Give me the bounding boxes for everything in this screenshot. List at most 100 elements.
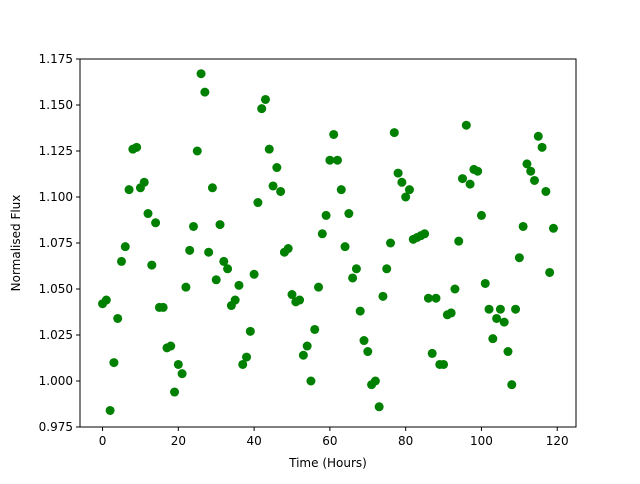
- point: [511, 304, 521, 314]
- point: [147, 260, 157, 270]
- point: [499, 317, 509, 327]
- point: [344, 209, 354, 219]
- point: [238, 359, 248, 369]
- point: [495, 304, 505, 314]
- point: [332, 155, 342, 165]
- point: [374, 402, 384, 412]
- x-tick-label: 60: [322, 434, 337, 448]
- point: [355, 306, 365, 316]
- point: [260, 94, 270, 104]
- point: [109, 358, 119, 368]
- point: [522, 159, 532, 169]
- point: [116, 256, 126, 266]
- point: [476, 210, 486, 220]
- point: [192, 146, 202, 156]
- point: [245, 326, 255, 336]
- point: [188, 221, 198, 231]
- point: [173, 359, 183, 369]
- point: [272, 163, 282, 173]
- point: [386, 238, 396, 248]
- point: [113, 313, 123, 323]
- point: [298, 350, 308, 360]
- y-tick-label: 1.050: [39, 282, 73, 296]
- point: [264, 144, 274, 154]
- point: [211, 275, 221, 285]
- point: [257, 104, 267, 114]
- point: [151, 218, 161, 228]
- point: [170, 387, 180, 397]
- point: [526, 166, 536, 176]
- point: [234, 280, 244, 290]
- point: [336, 185, 346, 195]
- point: [132, 142, 142, 152]
- y-tick-label: 1.000: [39, 374, 73, 388]
- point: [177, 369, 187, 379]
- point: [461, 120, 471, 130]
- point: [359, 336, 369, 346]
- point: [389, 128, 399, 138]
- point: [530, 175, 540, 185]
- point: [404, 185, 414, 195]
- point: [200, 87, 210, 97]
- point: [124, 185, 134, 195]
- point: [204, 247, 214, 257]
- point: [329, 129, 339, 139]
- point: [363, 347, 373, 357]
- point: [249, 269, 259, 279]
- point: [310, 324, 320, 334]
- point: [541, 186, 551, 196]
- point: [185, 245, 195, 255]
- y-tick-label: 1.025: [39, 328, 73, 342]
- y-axis-label: Normalised Flux: [9, 195, 23, 292]
- x-tick-label: 40: [246, 434, 261, 448]
- point: [439, 359, 449, 369]
- point: [397, 177, 407, 187]
- point: [317, 229, 327, 239]
- y-tick-label: 1.100: [39, 190, 73, 204]
- x-tick-label: 120: [546, 434, 569, 448]
- point: [219, 256, 229, 266]
- x-tick-label: 0: [99, 434, 107, 448]
- point: [166, 341, 176, 351]
- x-tick-label: 80: [398, 434, 413, 448]
- point: [503, 347, 513, 357]
- point: [382, 264, 392, 274]
- point: [287, 290, 297, 300]
- point: [427, 348, 437, 358]
- point: [283, 244, 293, 254]
- point: [492, 313, 502, 323]
- y-tick-label: 1.075: [39, 236, 73, 250]
- point: [306, 376, 316, 386]
- x-axis-label: Time (Hours): [288, 456, 367, 470]
- point: [105, 405, 115, 415]
- point: [545, 267, 555, 277]
- point: [393, 168, 403, 178]
- point: [465, 179, 475, 189]
- point: [401, 192, 411, 202]
- point: [325, 155, 335, 165]
- point: [446, 308, 456, 318]
- point: [321, 210, 331, 220]
- point: [507, 380, 517, 390]
- y-tick-label: 1.175: [39, 52, 73, 66]
- point: [253, 198, 263, 208]
- point: [484, 304, 494, 314]
- point: [295, 295, 305, 305]
- point: [420, 229, 430, 239]
- point: [473, 166, 483, 176]
- point: [276, 186, 286, 196]
- x-tick-label: 100: [470, 434, 493, 448]
- point: [139, 177, 149, 187]
- point: [450, 284, 460, 294]
- point: [120, 242, 130, 252]
- x-tick-label: 20: [171, 434, 186, 448]
- point: [537, 142, 547, 152]
- point: [143, 209, 153, 219]
- point: [423, 293, 433, 303]
- point: [230, 295, 240, 305]
- point: [207, 183, 217, 193]
- point: [480, 278, 490, 288]
- point: [370, 376, 380, 386]
